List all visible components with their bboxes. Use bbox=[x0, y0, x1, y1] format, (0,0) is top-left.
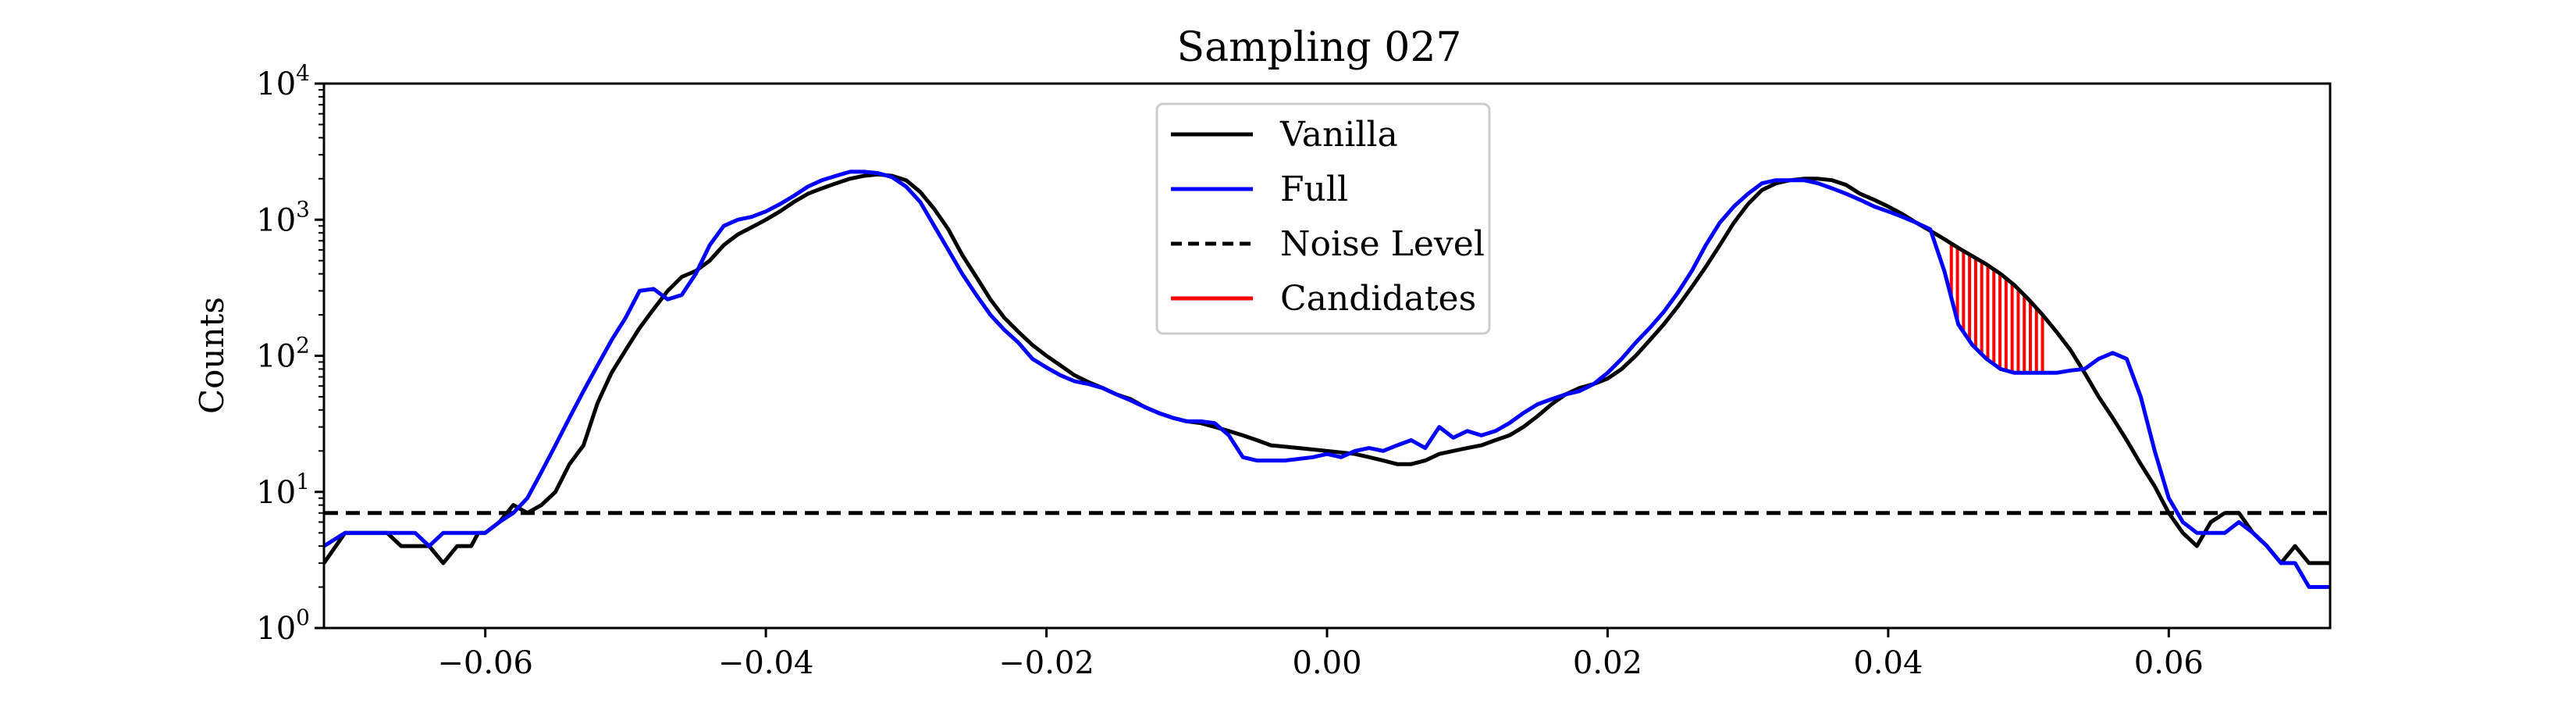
y-tick-label: 101 bbox=[256, 469, 310, 511]
candidates-lines bbox=[1949, 243, 2044, 373]
y-tick-label: 103 bbox=[256, 196, 310, 238]
plot-area bbox=[324, 170, 2330, 589]
legend-box bbox=[1155, 102, 1491, 335]
legend-label: Candidates bbox=[1280, 279, 1476, 319]
x-tick-label: −0.02 bbox=[998, 645, 1094, 681]
legend-label: Noise Level bbox=[1280, 224, 1485, 264]
x-tick-label: −0.04 bbox=[718, 645, 814, 681]
plot-marks bbox=[324, 170, 2330, 589]
x-axis-ticks: −0.06 −0.04 −0.02 0.00 0.02 0.04 0.06 bbox=[437, 628, 2204, 681]
x-tick-label: 0.06 bbox=[2134, 645, 2204, 681]
y-tick-label: 100 bbox=[256, 605, 310, 647]
legend-label: Vanilla bbox=[1279, 115, 1398, 155]
series-line-vanilla bbox=[324, 172, 2330, 566]
y-tick-label: 104 bbox=[256, 60, 310, 102]
y-axis-ticks: 100 101 102 103 104 bbox=[256, 60, 324, 647]
x-tick-label: 0.02 bbox=[1573, 645, 1642, 681]
x-tick-label: 0.00 bbox=[1292, 645, 1361, 681]
x-tick-label: −0.06 bbox=[437, 645, 533, 681]
legend: Vanilla Full Noise Level Candidates bbox=[1155, 102, 1491, 335]
y-tick-label: 102 bbox=[256, 333, 310, 375]
legend-label: Full bbox=[1280, 170, 1348, 209]
series-line-full bbox=[324, 170, 2330, 589]
y-axis-label: Counts bbox=[193, 297, 231, 414]
chart-title: Sampling 027 bbox=[1176, 24, 1461, 71]
x-tick-label: 0.04 bbox=[1853, 645, 1923, 681]
